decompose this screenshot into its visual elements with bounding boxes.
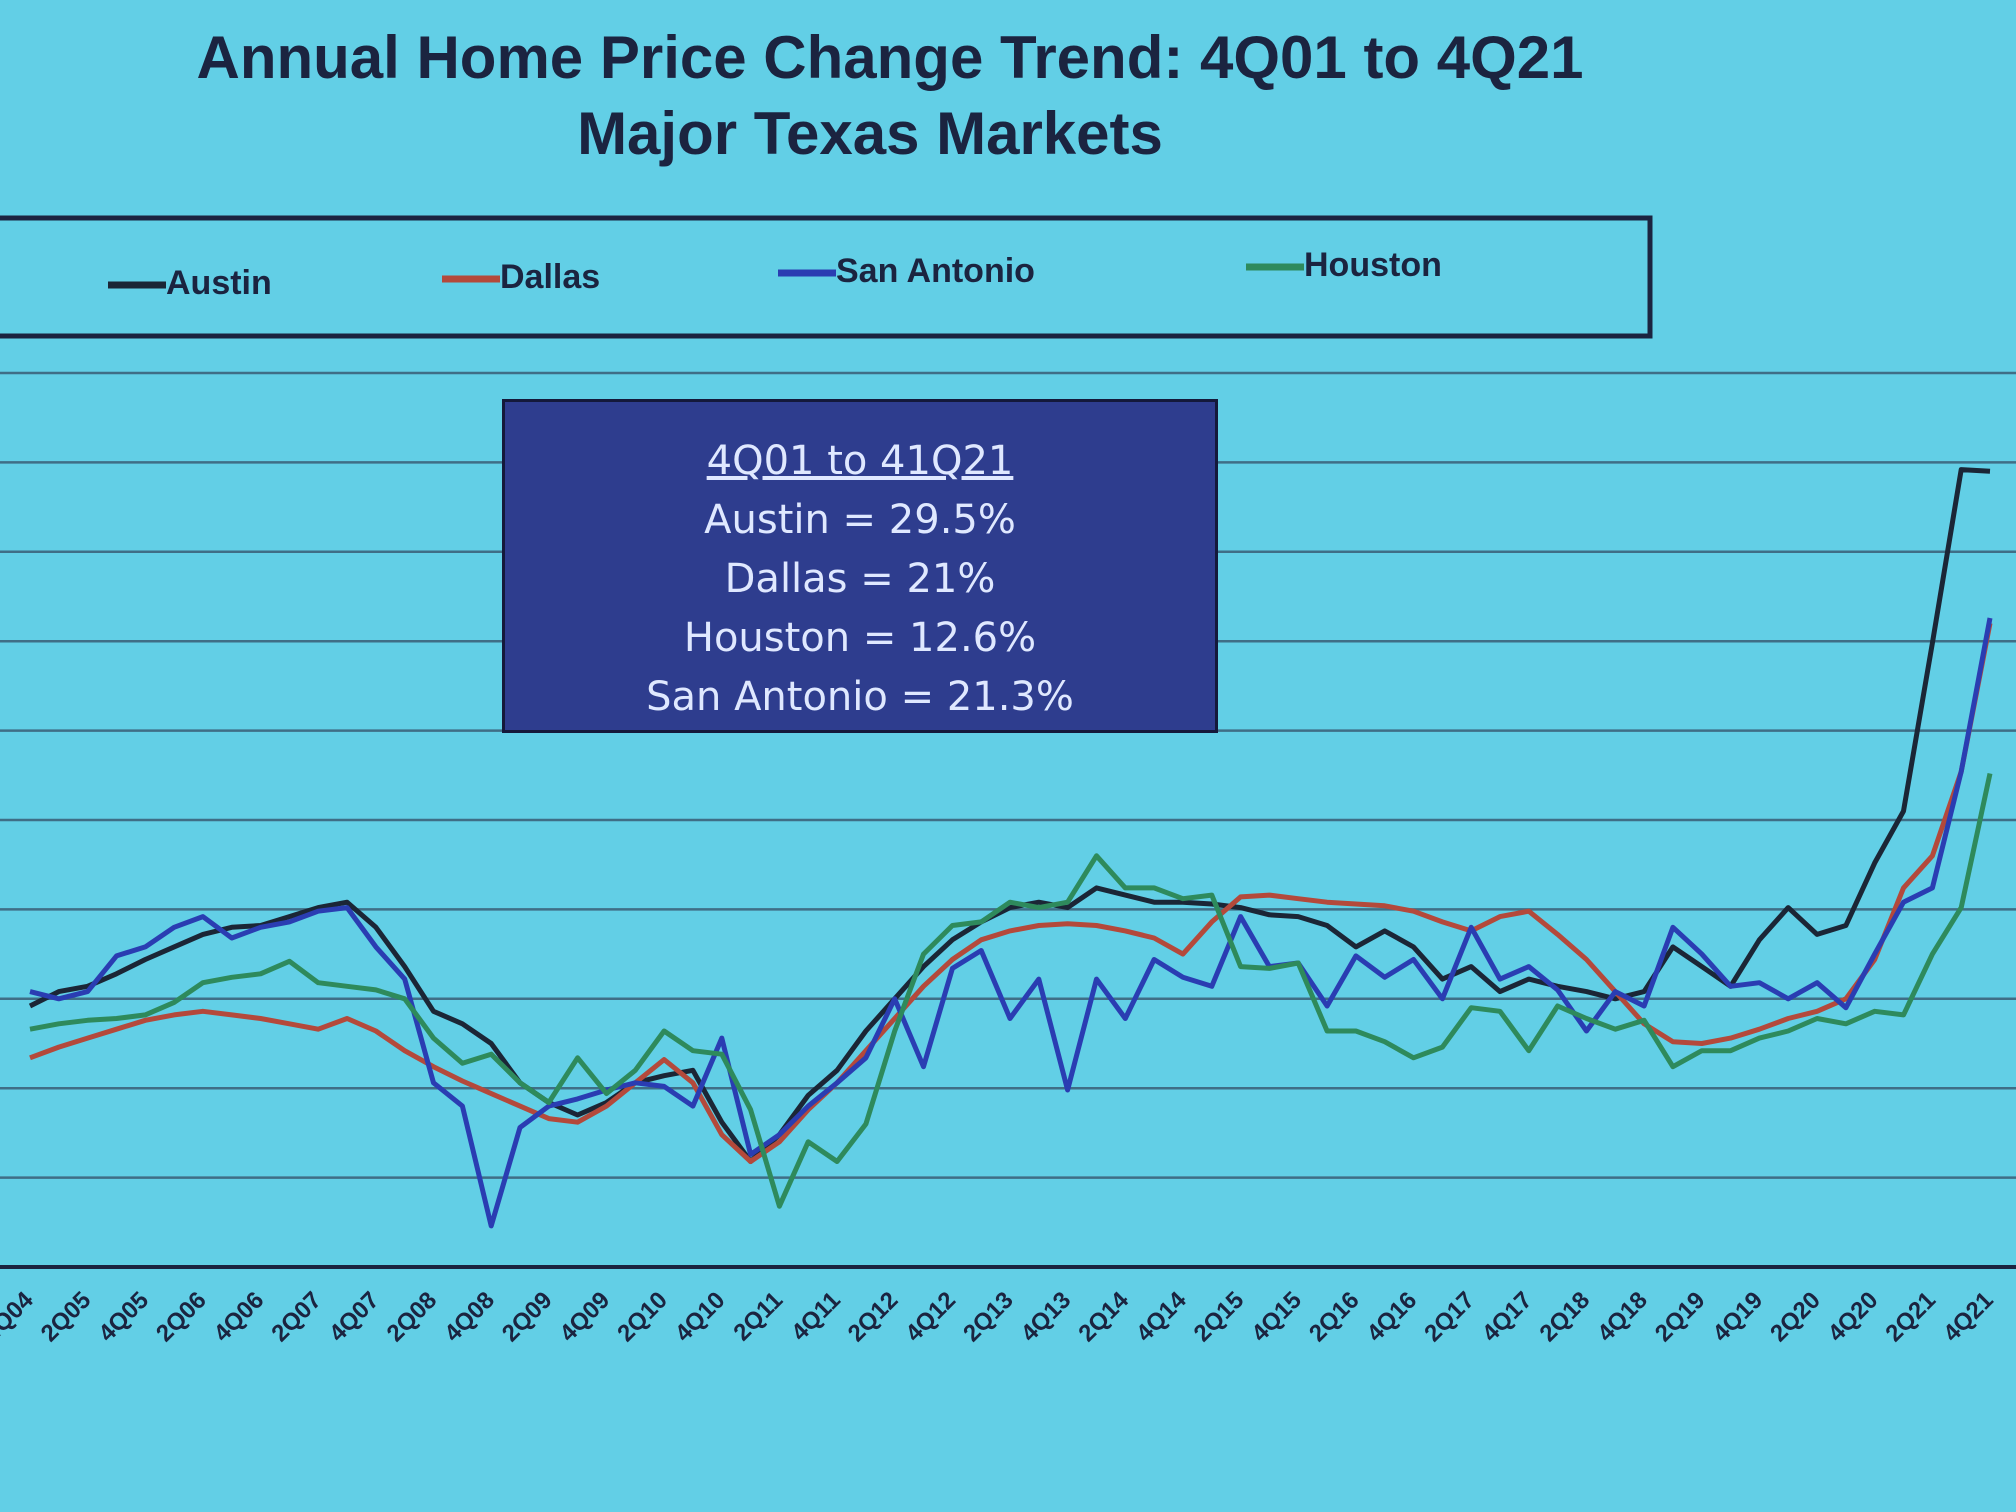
legend-label: Austin: [166, 264, 272, 302]
x-tick-label: 4Q04: [0, 1286, 39, 1347]
x-tick-label: 4Q09: [555, 1287, 616, 1348]
legend-label: Houston: [1304, 246, 1442, 284]
x-tick-label: 4Q17: [1477, 1287, 1538, 1348]
legend-label: San Antonio: [836, 252, 1035, 290]
x-tick-label: 4Q12: [900, 1287, 961, 1348]
x-tick-label: 4Q14: [1131, 1286, 1192, 1347]
x-tick-label: 2Q19: [1650, 1287, 1711, 1348]
x-tick-label: 4Q16: [1362, 1287, 1423, 1348]
x-tick-label: 2Q13: [958, 1287, 1019, 1348]
x-tick-label: 2Q14: [1073, 1286, 1134, 1347]
x-tick-label: 4Q19: [1708, 1287, 1769, 1348]
legend-box: [0, 215, 1653, 339]
x-tick-label: 2Q20: [1765, 1287, 1826, 1348]
x-tick-label: 2Q08: [382, 1287, 443, 1348]
x-tick-label: 2Q06: [151, 1287, 212, 1348]
annotation-line: San Antonio = 21.3%: [646, 674, 1074, 720]
x-tick-label: 2Q17: [1419, 1287, 1480, 1348]
x-tick-label: 4Q15: [1246, 1287, 1307, 1348]
chart-subtitle: Major Texas Markets: [577, 100, 1163, 167]
x-tick-label: 2Q12: [843, 1287, 904, 1348]
series-line: [28, 467, 1991, 1164]
x-tick-label: 4Q13: [1016, 1287, 1077, 1348]
x-tick-label: 2Q21: [1880, 1287, 1941, 1348]
legend-label: Dallas: [500, 258, 600, 296]
chart-title: Annual Home Price Change Trend: 4Q01 to …: [196, 24, 1583, 91]
x-tick-label: 2Q18: [1535, 1287, 1596, 1348]
x-tick-label: 2Q15: [1189, 1287, 1250, 1348]
x-tick-label: 4Q21: [1938, 1287, 1999, 1348]
x-tick-label: 2Q11: [728, 1287, 788, 1347]
series-line: [29, 622, 1993, 1164]
x-tick-label: 2Q10: [612, 1287, 673, 1348]
annotation-line: Austin = 29.5%: [704, 497, 1016, 543]
annotation-box: 4Q01 to 41Q21 Austin = 29.5% Dallas = 21%…: [502, 399, 1218, 733]
x-tick-label: 4Q05: [93, 1287, 154, 1348]
x-tick-label: 2Q16: [1304, 1287, 1365, 1348]
x-tick-label: 4Q20: [1823, 1287, 1884, 1348]
x-tick-label: 4Q08: [439, 1287, 500, 1348]
annotation-line: Dallas = 21%: [724, 556, 996, 602]
x-tick-label: 4Q10: [670, 1287, 731, 1348]
annotation-title: 4Q01 to 41Q21: [706, 438, 1014, 484]
x-tick-label: 2Q07: [266, 1287, 327, 1348]
series-line: [29, 617, 1993, 1229]
x-tick-label: 4Q06: [209, 1287, 270, 1348]
x-tick-label: 4Q18: [1592, 1287, 1653, 1348]
x-tick-label: 2Q09: [497, 1287, 558, 1348]
x-tick-label: 2Q05: [36, 1287, 97, 1348]
x-tick-label: 4Q11: [786, 1287, 846, 1347]
series-line: [29, 772, 1993, 1209]
annotation-line: Houston = 12.6%: [683, 615, 1037, 661]
x-tick-label: 4Q07: [324, 1287, 385, 1348]
